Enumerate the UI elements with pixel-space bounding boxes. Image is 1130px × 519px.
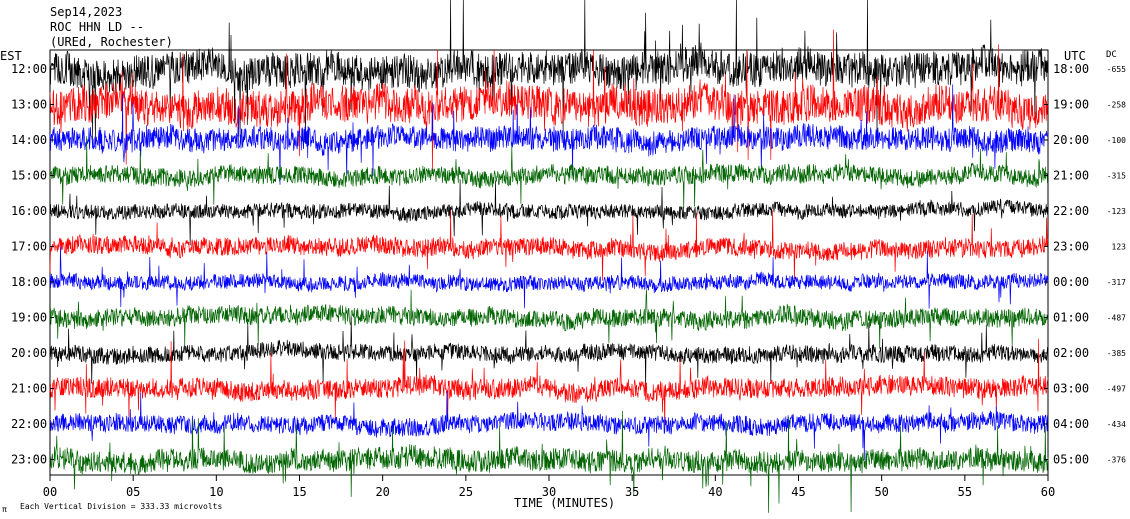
dc-value-label: -385 — [1107, 349, 1126, 358]
x-axis-title: TIME (MINUTES) — [514, 496, 615, 510]
x-tick-label: 60 — [1041, 485, 1055, 499]
utc-tick-label: 21:00 — [1053, 169, 1089, 183]
x-tick-label: 20 — [375, 485, 389, 499]
row-label-group: 12:00 18:00 -655 13:00 19:00 -258 14:00 20:00 -1… — [11, 62, 1126, 467]
trace-2100 — [49, 338, 1049, 434]
dc-value-label: -487 — [1107, 314, 1126, 323]
x-tick-label: 45 — [791, 485, 805, 499]
trace-2200 — [49, 391, 1049, 461]
est-tick-label: 12:00 — [11, 62, 47, 76]
utc-tick-label: 01:00 — [1053, 311, 1089, 325]
x-tick-label: 35 — [625, 485, 639, 499]
utc-tick-label: 23:00 — [1053, 240, 1089, 254]
dc-value-label: -123 — [1107, 207, 1126, 216]
utc-tick-label: 19:00 — [1053, 98, 1089, 112]
est-tick-label: 13:00 — [11, 98, 47, 112]
est-tick-label: 20:00 — [11, 346, 47, 360]
utc-tick-label: 22:00 — [1053, 204, 1089, 218]
x-tick-group: 00 05 10 15 20 25 30 35 40 45 50 55 60 — [43, 475, 1055, 499]
dc-value-label: -655 — [1107, 65, 1126, 74]
dc-value-label: -434 — [1107, 420, 1126, 429]
x-tick-label: 05 — [126, 485, 140, 499]
utc-tick-label: 20:00 — [1053, 133, 1089, 147]
trace-1800 — [49, 246, 1049, 309]
trace-1700 — [49, 210, 1049, 281]
est-tick-label: 15:00 — [11, 169, 47, 183]
footer-mark: π — [2, 505, 7, 514]
x-tick-label: 30 — [542, 485, 556, 499]
est-tick-label: 14:00 — [11, 133, 47, 147]
trace-2300 — [49, 410, 1049, 513]
x-tick-label: 15 — [292, 485, 306, 499]
est-tick-label: 21:00 — [11, 382, 47, 396]
trace-group — [49, 0, 1049, 513]
utc-tick-label: 02:00 — [1053, 346, 1089, 360]
utc-tick-label: 03:00 — [1053, 382, 1089, 396]
dc-value-label: -315 — [1107, 172, 1126, 181]
dc-value-label: -497 — [1107, 385, 1126, 394]
trace-2000 — [49, 316, 1049, 388]
est-tick-label: 19:00 — [11, 311, 47, 325]
x-tick-label: 55 — [958, 485, 972, 499]
est-tick-label: 16:00 — [11, 204, 47, 218]
header-location: (UREd, Rochester) — [50, 35, 173, 49]
x-tick-label: 25 — [459, 485, 473, 499]
est-tick-label: 23:00 — [11, 453, 47, 467]
dc-label: DC — [1106, 50, 1117, 60]
dc-value-label: -258 — [1107, 101, 1126, 110]
dc-value-label: -376 — [1107, 456, 1126, 465]
dc-value-label: 123 — [1112, 243, 1127, 252]
dc-value-label: -317 — [1107, 278, 1126, 287]
dc-value-label: -100 — [1107, 136, 1126, 145]
utc-tick-label: 04:00 — [1053, 417, 1089, 431]
header-date: Sep14,2023 — [50, 5, 122, 19]
right-axis-label: UTC — [1064, 49, 1086, 63]
trace-1400 — [49, 84, 1049, 185]
trace-1300 — [49, 29, 1049, 172]
trace-1500 — [49, 136, 1049, 208]
x-tick-label: 00 — [43, 485, 57, 499]
header-station: ROC HHN LD -- — [50, 20, 144, 34]
est-tick-label: 22:00 — [11, 417, 47, 431]
trace-1600 — [49, 179, 1049, 246]
left-axis-label: EST — [0, 49, 22, 63]
trace-1200 — [49, 0, 1049, 144]
utc-tick-label: 18:00 — [1053, 62, 1089, 76]
x-tick-label: 50 — [874, 485, 888, 499]
utc-tick-label: 00:00 — [1053, 275, 1089, 289]
est-tick-label: 17:00 — [11, 240, 47, 254]
x-tick-label: 40 — [708, 485, 722, 499]
footer-note: Each Vertical Division = 333.33 microvol… — [20, 502, 222, 511]
est-tick-label: 18:00 — [11, 275, 47, 289]
utc-tick-label: 05:00 — [1053, 453, 1089, 467]
trace-1900 — [49, 289, 1049, 349]
x-tick-label: 10 — [209, 485, 223, 499]
